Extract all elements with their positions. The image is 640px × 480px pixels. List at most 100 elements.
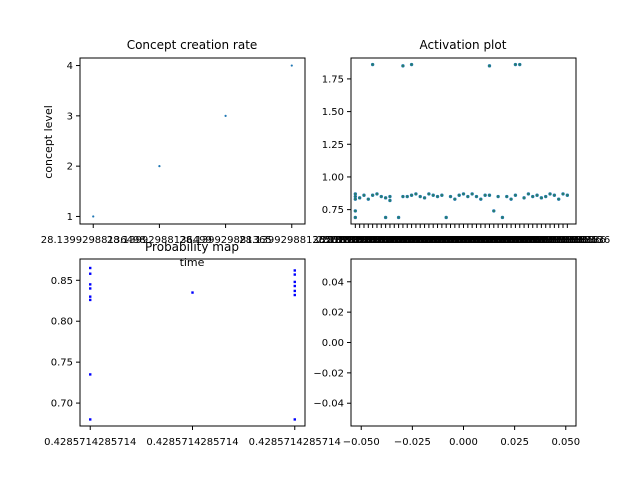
panel-empty: 0.04 0.02 0.00 −0.02 −0.04 −0.050 −0.025 0.000 0… [313, 258, 580, 448]
concept-xtick-label: 28.13992988136498 [41, 235, 146, 246]
concept-ytick-label: 1 [67, 212, 73, 223]
activation-point-overlay [358, 196, 361, 199]
activation-point-overlay [354, 209, 357, 213]
activation-xtick-label: 28.13992988136 [425, 235, 511, 246]
activation-point-overlay [484, 194, 487, 197]
activation-xtick-label: 28.13992988136 [343, 235, 429, 246]
activation-xtick-label: 28.13992988136 [364, 235, 450, 246]
activation-xtick-label: 28.13992988136 [464, 235, 550, 246]
panel-concept: Concept creation rate concept level time… [41, 38, 345, 269]
activation-xtick-label: 28.13992988136 [481, 235, 567, 246]
probability-point [191, 291, 194, 294]
activation-xtick-label: 28.13992988136 [416, 235, 502, 246]
activation-point-overlay [466, 195, 469, 198]
probability-point [89, 298, 92, 302]
probability-xtick-label: 0.4285714285714 [249, 437, 341, 448]
activation-xtick-label: 28.13992988136 [468, 235, 554, 246]
concept-ytick-label: 3 [67, 111, 73, 122]
activation-point-overlay [354, 195, 357, 198]
concept-point [224, 114, 227, 117]
probability-xtick-label: 0.4285714285714 [44, 437, 136, 448]
activation-xtick-label: 28.13992988136 [524, 235, 610, 246]
activation-point-overlay [497, 195, 500, 198]
activation-point-overlay [406, 195, 409, 198]
activation-xtick-label: 28.13992988136 [395, 235, 481, 246]
activation-point-overlay [492, 209, 495, 213]
activation-xtick-label: 28.13992988136 [334, 235, 420, 246]
activation-xtick-label: 28.13992988136 [325, 235, 411, 246]
activation-xtick-label: 28.13992988136 [403, 235, 489, 246]
activation-point-overlay [371, 194, 374, 197]
probability-point [293, 269, 296, 272]
activation-axes [350, 57, 577, 225]
concept-point [92, 215, 95, 218]
activation-xtick-label: 28.13992988136 [373, 235, 459, 246]
empty-ytick-label: −0.04 [313, 399, 344, 410]
activation-point-overlay [380, 195, 383, 198]
probability-ytick-label: 0.80 [51, 317, 73, 328]
activation-xtick-label: 28.13992988136 [377, 235, 463, 246]
activation-point-overlay [354, 216, 357, 219]
probability-point [293, 289, 296, 293]
probability-title: Probability map [145, 240, 239, 254]
empty-xtick-label: 0.000 [449, 437, 478, 448]
concept-ytick-label: 2 [67, 162, 73, 173]
activation-xtick-label: 28.13992988136 [412, 235, 498, 246]
probability-ytick-label: 0.70 [51, 399, 73, 410]
activation-ytick-label: 1.00 [322, 172, 344, 183]
activation-point-overlay [410, 194, 413, 197]
activation-xtick-label: 28.13992988136 [369, 235, 455, 246]
probability-axes [79, 258, 306, 427]
activation-point-overlay [535, 194, 539, 197]
activation-point-overlay [471, 192, 474, 196]
activation-point-overlay [423, 196, 426, 199]
activation-point-overlay [375, 192, 379, 196]
activation-point-overlay [479, 198, 482, 201]
activation-point-overlay [367, 198, 370, 201]
activation-point-overlay [458, 194, 461, 197]
activation-point-overlay [354, 192, 357, 196]
activation-xtick-label: 28.13992988136 [347, 235, 433, 246]
activation-xtick-label: 28.13992988136 [494, 235, 580, 246]
activation-xtick-label: 28.13992988136 [317, 235, 403, 246]
activation-xtick-label: 28.13992988136 [472, 235, 558, 246]
empty-xtick-label: −0.050 [343, 437, 380, 448]
activation-xtick-label: 28.13992988136 [312, 235, 398, 246]
activation-xtick-label: 28.13992988136 [421, 235, 507, 246]
activation-xtick-label: 28.13992988136 [321, 235, 407, 246]
probability-point [89, 295, 92, 298]
activation-point-overlay [488, 194, 491, 197]
activation-xtick-label: 28.13992988136 [503, 235, 589, 246]
activation-point-overlay [436, 195, 439, 198]
activation-xtick-label: 28.13992988136 [459, 235, 545, 246]
activation-point-overlay [401, 64, 405, 67]
activation-xtick-label: 28.13992988136 [451, 235, 537, 246]
activation-point-overlay [509, 198, 513, 201]
empty-ytick-label: −0.02 [313, 368, 344, 379]
activation-xtick-label: 28.13992988136 [382, 235, 468, 246]
activation-xtick-label: 28.13992988136 [485, 235, 571, 246]
probability-point [89, 373, 92, 376]
activation-point-overlay [371, 63, 374, 66]
activation-point-overlay [531, 195, 534, 198]
activation-xtick-label: 28.13992988136 [507, 235, 593, 246]
activation-point-overlay [410, 63, 413, 66]
activation-point-overlay [488, 64, 491, 67]
activation-point-overlay [397, 216, 400, 219]
panel-probability: 0.70 0.75 0.80 0.85 0.4285714285714 0.4285714… [44, 240, 341, 448]
activation-point-overlay [354, 198, 357, 201]
activation-xtick-label: 28.13992988136 [477, 235, 563, 246]
empty-ytick-label: 0.00 [322, 338, 344, 349]
empty-xtick-label: 0.025 [500, 437, 529, 448]
activation-xtick-label: 28.13992988136 [429, 235, 515, 246]
activation-point-overlay [548, 192, 552, 196]
activation-point-overlay [384, 216, 387, 219]
concept-xlabel: time [180, 256, 205, 269]
activation-xtick-label: 28.13992988136 [356, 235, 442, 246]
empty-ytick-label: 0.04 [322, 277, 344, 288]
activation-xtick-label: 28.13992988136 [360, 235, 446, 246]
probability-point [293, 293, 296, 297]
concept-xtick-label: 28.13992988136499 [107, 235, 212, 246]
activation-point-overlay [553, 194, 556, 197]
